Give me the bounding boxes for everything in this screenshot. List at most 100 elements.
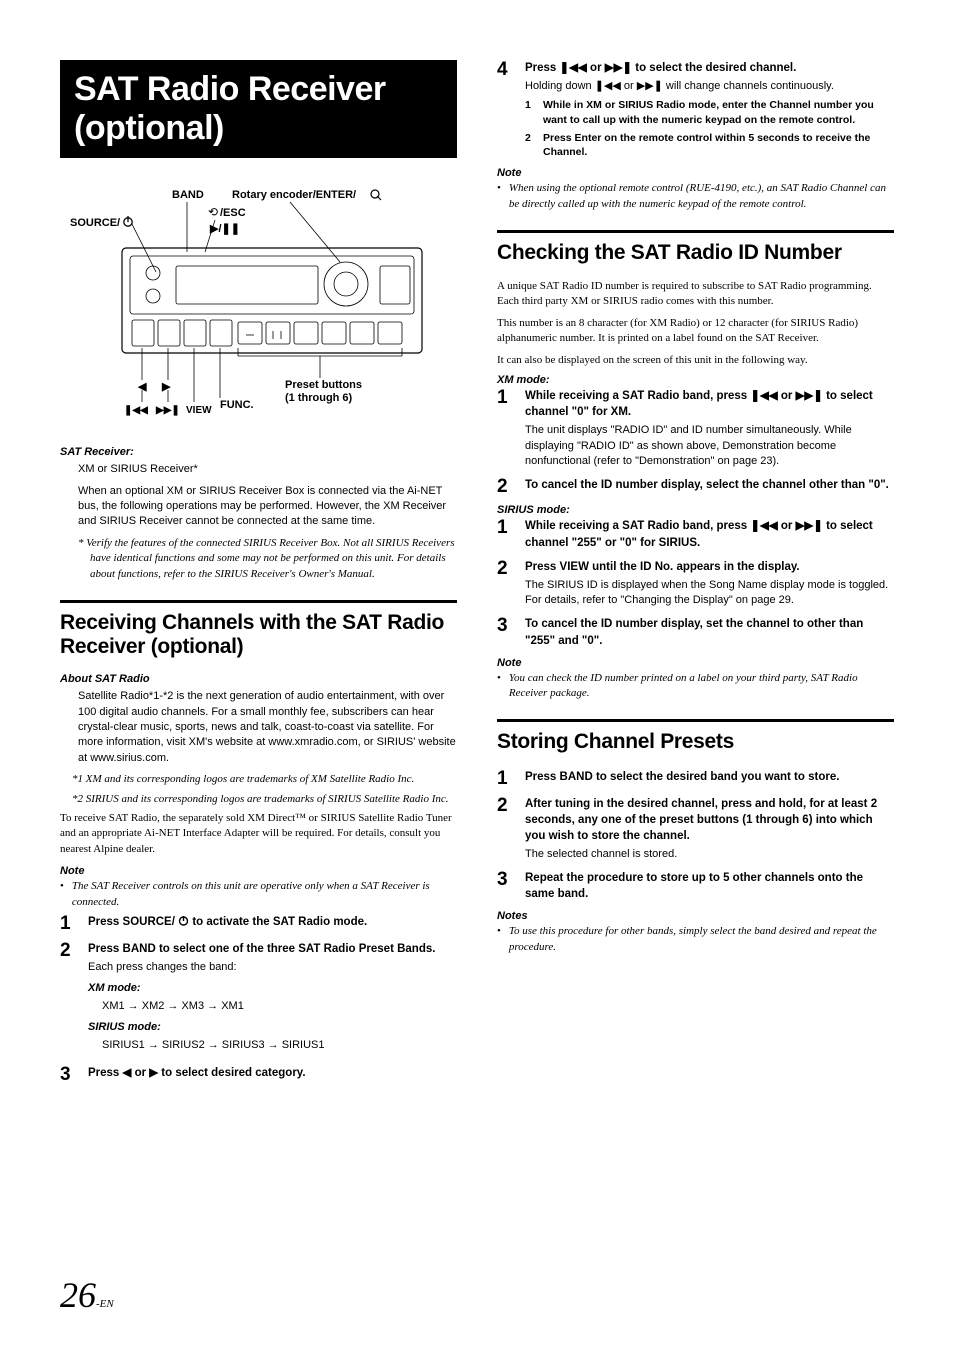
note-body-2: • When using the optional remote control… <box>497 181 894 212</box>
checking-p2: This number is an 8 character (for XM Ra… <box>497 316 894 347</box>
step-3-num: 3 <box>60 1065 74 1084</box>
step-1-title: Press SOURCE/ to activate the SAT Radio … <box>88 916 367 928</box>
sirius-mode-label: SIRIUS mode: <box>88 1020 457 1035</box>
note-text: The SAT Receiver controls on this unit a… <box>72 879 457 910</box>
xm-mode-label: XM mode: <box>88 981 457 996</box>
t: preset buttons (1 through 6) <box>659 814 812 826</box>
label-next: ▶▶❚ <box>155 405 180 416</box>
section-rule <box>60 600 457 603</box>
sir-step-2-title: Press VIEW until the ID No. appears in t… <box>525 559 894 575</box>
xm-step-2-title: To cancel the ID number display, select … <box>525 477 894 493</box>
sir-step-3-title: To cancel the ID number display, set the… <box>525 616 894 648</box>
store-step-1-num: 1 <box>497 769 511 788</box>
store-step-2-sub: The selected channel is stored. <box>525 847 894 862</box>
t: until the ID No. appears in the display. <box>589 561 800 573</box>
xm-step-2-num: 2 <box>497 477 511 496</box>
checking-p1: A unique SAT Radio ID number is required… <box>497 279 894 310</box>
t: VIEW <box>560 561 589 573</box>
footnote-2: *2 SIRIUS and its corresponding logos ar… <box>60 792 457 807</box>
t: Press <box>88 916 123 928</box>
t: You can check the ID number printed on a… <box>509 671 894 702</box>
substep-2: 2Press Enter on the remote control withi… <box>525 131 894 159</box>
section-rule <box>497 230 894 233</box>
storing-title: Storing Channel Presets <box>497 730 894 754</box>
label-func: FUNC. <box>220 399 254 411</box>
page-number: 26-EN <box>60 1274 114 1316</box>
note-label-2: Note <box>497 167 894 179</box>
note-body: • The SAT Receiver controls on this unit… <box>60 879 457 910</box>
xm-step-1-sub: The unit displays "RADIO ID" and ID numb… <box>525 423 894 469</box>
label-right: ▶ <box>161 381 171 393</box>
receiving-para: To receive SAT Radio, the separately sol… <box>60 811 457 857</box>
sirius-mode-label-2: SIRIUS mode: <box>497 504 894 516</box>
note-body-3: • You can check the ID number printed on… <box>497 671 894 702</box>
footnote-1: *1 XM and its corresponding logos are tr… <box>60 772 457 787</box>
t: To use this procedure for other bands, s… <box>509 924 894 955</box>
t: When using the optional remote control (… <box>509 181 894 212</box>
main-title: SAT Radio Receiver (optional) <box>60 60 457 158</box>
label-esc-arrow: ⟲ <box>208 205 218 219</box>
store-step-3-num: 3 <box>497 870 511 889</box>
t: to select one of the three SAT Radio Pre… <box>156 943 436 955</box>
step-4-sub: Holding down ❚◀◀ or ▶▶❚ will change chan… <box>525 79 894 94</box>
t: While in XM or SIRIUS Radio mode, enter … <box>543 98 894 126</box>
sir-step-1-num: 1 <box>497 518 511 537</box>
label-band: BAND <box>172 189 204 201</box>
section-rule <box>497 719 894 722</box>
t: Press <box>525 771 560 783</box>
substep-1: 1While in XM or SIRIUS Radio mode, enter… <box>525 98 894 126</box>
about-sat-body: Satellite Radio*1-*2 is the next generat… <box>60 689 457 766</box>
xm-step-1-num: 1 <box>497 388 511 407</box>
sat-receiver-line2: When an optional XM or SIRIUS Receiver B… <box>60 484 457 530</box>
checking-title: Checking the SAT Radio ID Number <box>497 241 894 265</box>
label-esc: /ESC <box>220 207 246 219</box>
about-sat-heading: About SAT Radio <box>60 673 457 685</box>
page-number-lang: -EN <box>96 1298 114 1310</box>
store-step-2-title: After tuning in the desired channel, pre… <box>525 796 894 844</box>
t: to activate the SAT Radio mode. <box>189 916 367 928</box>
step-2-num: 2 <box>60 941 74 960</box>
t: Press <box>525 561 560 573</box>
t: SOURCE/ <box>123 916 179 928</box>
label-prev: ❚◀◀ <box>124 405 148 416</box>
notes-label: Notes <box>497 910 894 922</box>
sat-receiver-line1: XM or SIRIUS Receiver* <box>60 462 457 477</box>
step-2-sub: Each press changes the band: <box>88 960 457 975</box>
sir-step-2-num: 2 <box>497 559 511 578</box>
label-preset-1: Preset buttons <box>285 379 362 391</box>
label-view: VIEW <box>186 405 212 416</box>
step-4-num: 4 <box>497 60 511 79</box>
t: to select the desired band you want to s… <box>593 771 840 783</box>
label-left: ◀ <box>137 381 147 393</box>
xm-step-1-title: While receiving a SAT Radio band, press … <box>525 388 894 420</box>
label-rotary: Rotary encoder/ENTER/ <box>232 189 356 201</box>
t: Press Enter on the remote control within… <box>543 131 894 159</box>
note-label-3: Note <box>497 657 894 669</box>
sat-receiver-heading: SAT Receiver: <box>60 446 457 458</box>
store-step-2-num: 2 <box>497 796 511 815</box>
label-source: SOURCE/ <box>70 217 120 229</box>
page-number-big: 26 <box>60 1275 96 1315</box>
sir-step-2-sub: The SIRIUS ID is displayed when the Song… <box>525 578 894 609</box>
step-2-title: Press BAND to select one of the three SA… <box>88 941 457 957</box>
t: Press <box>88 943 123 955</box>
step-4-title: Press ❚◀◀ or ▶▶❚ to select the desired c… <box>525 60 894 76</box>
t: BAND <box>560 771 593 783</box>
notes-body: • To use this procedure for other bands,… <box>497 924 894 955</box>
device-diagram: BAND Rotary encoder/ENTER/ SOURCE/ ⟲ /ES… <box>60 180 457 430</box>
power-icon <box>178 915 189 926</box>
xm-mode-seq: XM1 → XM2 → XM3 → XM1 <box>88 999 457 1014</box>
store-step-3-title: Repeat the procedure to store up to 5 ot… <box>525 870 894 902</box>
sir-step-1-title: While receiving a SAT Radio band, press … <box>525 518 894 550</box>
note-label: Note <box>60 865 457 877</box>
receiving-title: Receiving Channels with the SAT Radio Re… <box>60 611 457 659</box>
sat-receiver-footnote: * Verify the features of the connected S… <box>60 536 457 582</box>
store-step-1-title: Press BAND to select the desired band yo… <box>525 769 894 785</box>
checking-p3: It can also be displayed on the screen o… <box>497 353 894 368</box>
step-3-title: Press ◀ or ▶ to select desired category. <box>88 1067 306 1079</box>
step-1-num: 1 <box>60 914 74 933</box>
t: BAND <box>123 943 156 955</box>
label-preset-2: (1 through 6) <box>285 392 353 404</box>
sir-step-3-num: 3 <box>497 616 511 635</box>
sirius-mode-seq: SIRIUS1 → SIRIUS2 → SIRIUS3 → SIRIUS1 <box>88 1038 457 1053</box>
